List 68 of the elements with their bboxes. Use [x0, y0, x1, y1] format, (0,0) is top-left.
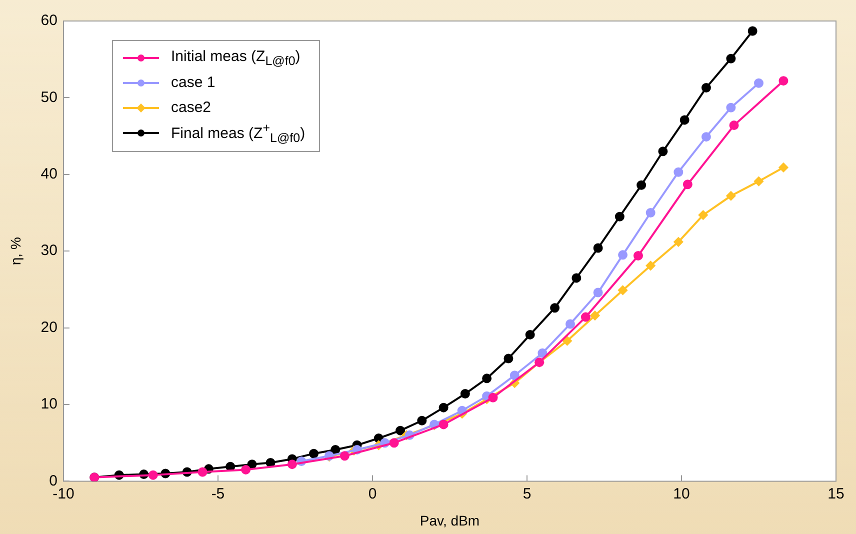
- legend-label: Final meas (Z$^{+}$$_{L@f0}$): [171, 120, 306, 144]
- point: [682, 180, 692, 190]
- point: [525, 330, 535, 340]
- point: [309, 448, 319, 458]
- point: [633, 250, 643, 260]
- point: [340, 451, 350, 461]
- legend-label: case2: [171, 99, 212, 116]
- y-tick-label: 20: [40, 318, 58, 336]
- x-tick-label: 5: [522, 485, 532, 502]
- point: [198, 467, 208, 477]
- x-tick-label: -5: [211, 485, 225, 502]
- point: [646, 208, 656, 218]
- point: [729, 120, 739, 130]
- x-axis-title: Pav, dBm: [420, 512, 480, 528]
- point: [701, 132, 711, 142]
- point: [389, 438, 399, 448]
- point: [593, 243, 603, 253]
- x-tick-label: 10: [673, 485, 690, 502]
- y-tick-label: 30: [40, 242, 58, 260]
- legend-label: case 1: [171, 74, 216, 91]
- y-tick-label: 40: [40, 166, 58, 183]
- point: [658, 146, 668, 156]
- point: [566, 319, 576, 329]
- point: [646, 260, 656, 270]
- point: [698, 210, 708, 220]
- point: [701, 82, 711, 92]
- point: [754, 78, 764, 88]
- point: [726, 54, 736, 64]
- point: [636, 180, 646, 190]
- point: [438, 402, 448, 412]
- point: [748, 26, 758, 36]
- point: [614, 212, 624, 222]
- point: [148, 470, 158, 480]
- point: [482, 374, 492, 384]
- point: [504, 354, 514, 364]
- point: [674, 167, 684, 177]
- point: [572, 273, 582, 283]
- x-tick-label: 0: [368, 485, 377, 502]
- point: [726, 191, 736, 201]
- y-tick-label: 60: [40, 12, 58, 30]
- y-tick-label: 10: [40, 396, 58, 413]
- point: [726, 102, 736, 112]
- point: [593, 288, 603, 298]
- point: [580, 312, 590, 322]
- point: [330, 445, 340, 455]
- legend-label: Initial meas (Z$_{L@f0}$): [171, 48, 300, 68]
- point: [438, 420, 448, 430]
- point: [460, 389, 470, 399]
- point: [488, 392, 498, 402]
- point: [241, 464, 251, 474]
- point: [754, 176, 764, 186]
- point: [618, 250, 628, 260]
- point: [538, 348, 548, 358]
- point: [674, 237, 684, 247]
- point: [510, 370, 520, 380]
- point: [562, 336, 572, 346]
- y-tick-label: 50: [40, 88, 58, 106]
- y-axis-title: η, %: [7, 237, 24, 266]
- point: [778, 76, 788, 86]
- point: [417, 416, 427, 426]
- point: [550, 303, 560, 313]
- x-tick-label: 15: [828, 485, 844, 502]
- point: [590, 310, 600, 320]
- point: [778, 162, 788, 172]
- point: [287, 460, 297, 470]
- point: [618, 285, 628, 295]
- point: [396, 426, 406, 436]
- point: [680, 115, 690, 125]
